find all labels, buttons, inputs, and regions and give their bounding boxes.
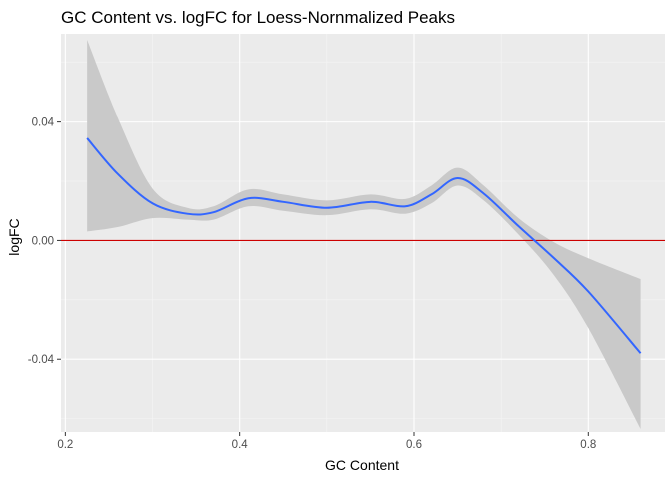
panel-background [61, 34, 665, 432]
chart-title: GC Content vs. logFC for Loess-Nornmaliz… [61, 8, 455, 27]
x-tick-label: 0.4 [232, 439, 249, 451]
x-tick-label: 0.2 [57, 439, 73, 451]
y-tick-label: 0.04 [32, 117, 55, 129]
y-tick-label: -0.04 [28, 354, 55, 366]
x-tick-label: 0.6 [406, 439, 422, 451]
y-axis-title: logFC [6, 218, 22, 255]
axes: 0.2 0.4 0.6 0.8 -0.04 0.00 0.04 [28, 117, 597, 451]
x-axis-title: GC Content [325, 457, 399, 473]
x-tick-label: 0.8 [580, 439, 596, 451]
plot-panel [61, 34, 665, 432]
loess-fit-line [86, 137, 642, 354]
confidence-ribbon [87, 39, 641, 430]
y-tick-label: 0.00 [32, 235, 54, 247]
